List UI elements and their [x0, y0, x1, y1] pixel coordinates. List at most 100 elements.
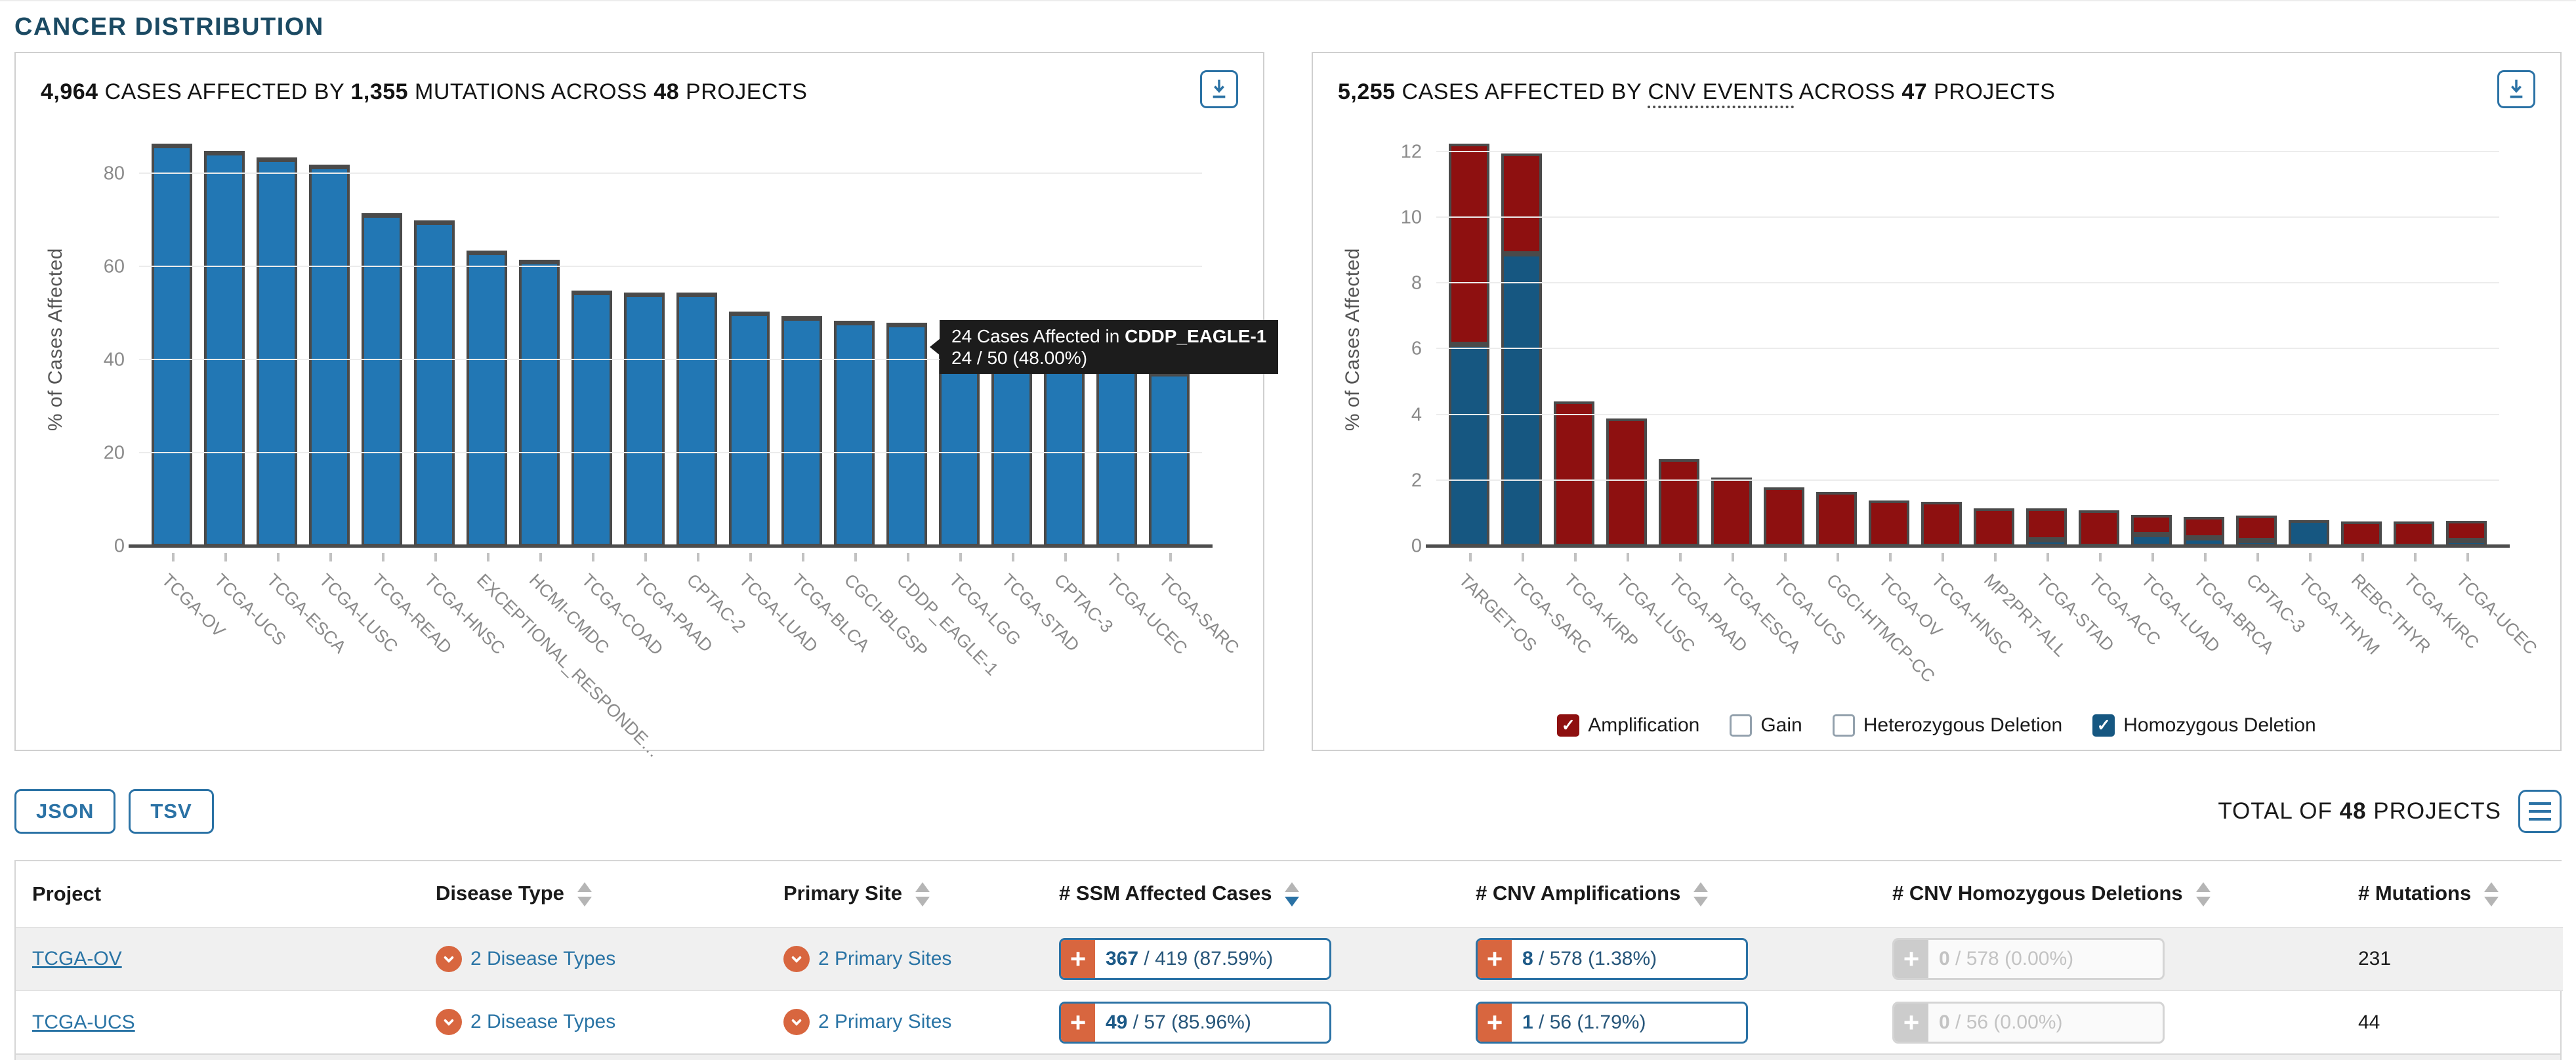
segment-amplification[interactable]: [1816, 492, 1857, 546]
bar-TCGA-HNSC[interactable]: TCGA-HNSC: [414, 133, 509, 659]
ssm-affected-cases-filter[interactable]: +367 / 419 (87.59%): [1059, 938, 1331, 980]
col-header-ssm-affected-cases[interactable]: # SSM Affected Cases: [1043, 861, 1459, 928]
cnv-amplifications-filter[interactable]: +1 / 56 (1.79%): [1476, 1001, 1748, 1044]
x-tick: [1889, 553, 1892, 561]
bar-TCGA-BRCA[interactable]: TCGA-BRCA: [2184, 133, 2277, 658]
bar-TCGA-ESCA[interactable]: TCGA-ESCA: [1711, 133, 1804, 657]
segment-amplification[interactable]: [1554, 401, 1594, 546]
col-header-cnv-homozygous-deletions[interactable]: # CNV Homozygous Deletions: [1876, 861, 2342, 928]
bar-EXCEPTIONAL_RESPONDE…[interactable]: EXCEPTIONAL_RESPONDE…: [467, 133, 665, 762]
bar-TCGA-KIRC[interactable]: TCGA-KIRC: [2394, 133, 2483, 653]
col-header-disease-type[interactable]: Disease Type: [419, 861, 767, 928]
bar-TCGA-PAAD[interactable]: TCGA-PAAD: [624, 133, 717, 656]
bar-TCGA-UCEC[interactable]: TCGA-UCEC: [2446, 133, 2541, 659]
bar-CPTAC-2[interactable]: CPTAC-2: [676, 133, 749, 636]
segment-amplification[interactable]: [1974, 508, 2014, 546]
bar-TCGA-OV[interactable]: TCGA-OV: [152, 133, 229, 641]
segment-homozygous-deletion[interactable]: [1449, 344, 1489, 546]
segment-amplification[interactable]: [1921, 502, 1962, 546]
bar-TCGA-LGG[interactable]: TCGA-LGG: [939, 133, 1025, 649]
mutations-count: 231: [2358, 948, 2392, 969]
bar-TCGA-THYM[interactable]: TCGA-THYM: [2289, 133, 2383, 659]
primary-site-expander[interactable]: 2 Primary Sites: [783, 1009, 951, 1035]
bar-HCMI-CMDC[interactable]: HCMI-CMDC: [519, 133, 613, 658]
bar-CGCI-BLGSP[interactable]: CGCI-BLGSP: [834, 133, 932, 661]
bar-TCGA-LUSC[interactable]: TCGA-LUSC: [1606, 133, 1699, 657]
segment-amplification[interactable]: [2394, 521, 2434, 546]
bar-TCGA-COAD[interactable]: TCGA-COAD: [571, 133, 667, 659]
sort-icon[interactable]: [1693, 882, 1709, 907]
bar-CGCI-HTMCP-CC[interactable]: CGCI-HTMCP-CC: [1816, 133, 1939, 686]
cnv-events-term[interactable]: CNV EVENTS: [1648, 79, 1794, 108]
bar-TCGA-LUAD[interactable]: TCGA-LUAD: [729, 133, 821, 657]
segment-amplification[interactable]: [2079, 510, 2119, 546]
bar-TCGA-BLCA[interactable]: TCGA-BLCA: [781, 133, 873, 655]
segment-amplification[interactable]: [2026, 508, 2067, 540]
col-header-mutations[interactable]: # Mutations: [2342, 861, 2563, 928]
plus-icon: +: [1061, 940, 1095, 978]
bar-CDDP_EAGLE-1[interactable]: CDDP_EAGLE-1: [886, 133, 1002, 680]
segment-amplification[interactable]: [1711, 477, 1752, 546]
unchecked-checkbox[interactable]: [1832, 714, 1855, 737]
download-ssm-chart-button[interactable]: [1200, 70, 1238, 108]
segment-amplification[interactable]: [2341, 521, 2382, 546]
checked-checkbox[interactable]: ✓: [1557, 714, 1580, 737]
bar-TCGA-UCEC[interactable]: TCGA-UCEC: [1096, 133, 1191, 659]
segment-amplification[interactable]: [1501, 153, 1542, 254]
sort-icon[interactable]: [2484, 882, 2499, 907]
bar-TCGA-STAD[interactable]: TCGA-STAD: [2026, 133, 2118, 655]
download-cnv-chart-button[interactable]: [2497, 70, 2535, 108]
checked-checkbox[interactable]: ✓: [2092, 714, 2115, 737]
ssm-affected-cases-filter[interactable]: +49 / 57 (85.96%): [1059, 1001, 1331, 1044]
bar-TCGA-ESCA[interactable]: TCGA-ESCA: [257, 133, 350, 657]
x-tick: [644, 553, 647, 561]
segment-amplification[interactable]: [2236, 516, 2277, 540]
col-header-primary-site[interactable]: Primary Site: [767, 861, 1043, 928]
bar-CPTAC-3[interactable]: CPTAC-3: [2236, 133, 2309, 636]
bar-TCGA-UCS[interactable]: TCGA-UCS: [1764, 133, 1850, 649]
segment-homozygous-deletion[interactable]: [1501, 253, 1542, 546]
bar-TCGA-PAAD[interactable]: TCGA-PAAD: [1659, 133, 1751, 656]
segment-homozygous-deletion[interactable]: [2289, 520, 2329, 546]
unchecked-checkbox[interactable]: [1730, 714, 1753, 737]
gridline: [139, 359, 1202, 361]
cnv-amplifications-filter[interactable]: +8 / 578 (1.38%): [1476, 938, 1748, 980]
sort-icon[interactable]: [1285, 882, 1300, 907]
bar-TCGA-HNSC[interactable]: TCGA-HNSC: [1921, 133, 2016, 659]
export-tsv-button[interactable]: TSV: [129, 789, 214, 834]
project-link[interactable]: TCGA-UCS: [32, 1011, 135, 1033]
segment-amplification[interactable]: [2131, 515, 2172, 535]
sort-icon[interactable]: [577, 882, 592, 907]
sort-icon[interactable]: [915, 882, 930, 907]
bar-TCGA-READ[interactable]: TCGA-READ: [362, 133, 455, 658]
cnv-plot-area: TARGET-OS TCGA-SARC TCGA-KIRP TCGA-LUSC TCGA…: [1401, 133, 2541, 686]
bar-TCGA-KIRP[interactable]: TCGA-KIRP: [1554, 133, 1642, 652]
export-json-button[interactable]: JSON: [14, 789, 116, 834]
project-link[interactable]: TCGA-OV: [32, 948, 122, 969]
bar-TCGA-SARC[interactable]: TCGA-SARC: [1149, 133, 1243, 658]
table-columns-menu-button[interactable]: [2518, 790, 2562, 833]
segment-amplification[interactable]: [2184, 516, 2224, 539]
bar-TCGA-ACC[interactable]: TCGA-ACC: [2079, 133, 2165, 649]
bar-TCGA-OV[interactable]: TCGA-OV: [1869, 133, 1946, 641]
bar-TCGA-LUAD[interactable]: TCGA-LUAD: [2131, 133, 2224, 657]
col-header-cnv-amplifications[interactable]: # CNV Amplifications: [1459, 861, 1876, 928]
primary-site-expander[interactable]: 2 Primary Sites: [783, 945, 951, 972]
bar-TCGA-SARC[interactable]: TCGA-SARC: [1501, 133, 1595, 658]
segment-amplification[interactable]: [1764, 487, 1804, 546]
bar-MP2PRT-ALL[interactable]: MP2PRT-ALL: [1974, 133, 2070, 661]
segment-amplification[interactable]: [1449, 144, 1489, 344]
segment-amplification[interactable]: [2446, 520, 2487, 540]
segment-amplification[interactable]: [1869, 500, 1909, 546]
disease-type-expander[interactable]: 2 Disease Types: [436, 1009, 615, 1035]
segment-amplification[interactable]: [1659, 459, 1699, 546]
bar-CPTAC-3[interactable]: CPTAC-3: [1044, 133, 1117, 636]
segment-amplification[interactable]: [1606, 418, 1647, 546]
bar-REBC-THYR[interactable]: REBC-THYR: [2341, 133, 2434, 657]
disease-type-expander[interactable]: 2 Disease Types: [436, 945, 615, 972]
bar-TARGET-OS[interactable]: TARGET-OS: [1449, 133, 1541, 655]
col-header-project[interactable]: Project: [16, 861, 419, 928]
sort-icon[interactable]: [2195, 882, 2211, 907]
bar-TCGA-LUSC[interactable]: TCGA-LUSC: [309, 133, 402, 657]
bar-TCGA-UCS[interactable]: TCGA-UCS: [204, 133, 290, 649]
